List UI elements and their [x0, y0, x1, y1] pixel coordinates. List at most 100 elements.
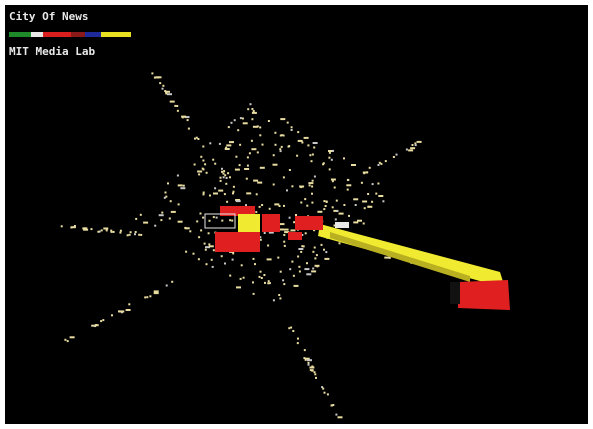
- dot: [220, 255, 223, 258]
- dot: [126, 234, 129, 237]
- dot: [279, 223, 285, 226]
- dot: [303, 136, 309, 139]
- key-swatch: [71, 32, 85, 37]
- dot: [291, 185, 294, 188]
- dot: [321, 386, 324, 389]
- dot: [252, 257, 255, 260]
- dot: [267, 282, 270, 285]
- dot: [309, 369, 312, 372]
- dot: [221, 219, 224, 222]
- dot: [259, 134, 262, 137]
- dot: [224, 148, 230, 150]
- dot: [288, 169, 291, 171]
- dot: [286, 121, 289, 124]
- buildings: [204, 206, 510, 310]
- dot: [229, 219, 232, 222]
- dot: [326, 393, 329, 396]
- dot: [267, 244, 270, 247]
- dot: [255, 193, 258, 196]
- dot: [184, 116, 190, 119]
- dot: [214, 162, 217, 165]
- dot: [226, 144, 232, 147]
- dot: [144, 296, 147, 299]
- dot: [161, 87, 164, 90]
- dot: [278, 294, 281, 296]
- dot: [277, 256, 280, 259]
- dot: [272, 163, 278, 166]
- dot: [255, 211, 258, 214]
- dot: [288, 145, 291, 148]
- dot: [205, 246, 210, 249]
- dot: [283, 234, 286, 236]
- white-block: [335, 222, 349, 228]
- dot: [348, 214, 350, 217]
- dot: [325, 200, 328, 203]
- dot: [295, 214, 297, 216]
- dot: [251, 148, 257, 151]
- color-key: [9, 32, 131, 37]
- dot: [208, 243, 211, 246]
- dot: [282, 134, 285, 137]
- dot: [236, 286, 241, 289]
- dot: [128, 233, 131, 236]
- dot: [298, 265, 301, 268]
- dot: [96, 324, 99, 327]
- dot: [291, 260, 294, 263]
- block-side: [450, 282, 460, 304]
- dot: [304, 357, 310, 360]
- dot: [251, 111, 257, 114]
- dot: [314, 257, 317, 260]
- dot: [199, 212, 202, 215]
- dot: [333, 186, 336, 189]
- red-block: [220, 206, 255, 216]
- dot: [311, 201, 314, 204]
- dot: [280, 134, 283, 137]
- dot: [307, 359, 312, 362]
- dot: [129, 231, 132, 234]
- dot: [328, 168, 331, 171]
- beam-shade: [330, 232, 470, 282]
- dot: [224, 262, 226, 265]
- dot: [322, 387, 325, 390]
- dot: [100, 320, 103, 323]
- dot: [323, 248, 325, 251]
- dot: [153, 292, 159, 295]
- dot: [256, 151, 259, 154]
- dot: [197, 138, 200, 140]
- dot: [304, 358, 307, 361]
- dot: [384, 160, 387, 163]
- dot: [297, 131, 300, 134]
- dot: [202, 145, 205, 148]
- dot: [208, 219, 211, 222]
- dot: [301, 245, 304, 248]
- dot: [211, 265, 214, 268]
- dot: [333, 224, 336, 227]
- dot: [377, 164, 380, 166]
- dot: [290, 129, 293, 131]
- dot: [331, 404, 334, 407]
- dot: [185, 250, 188, 253]
- dot: [91, 324, 97, 327]
- dot: [149, 295, 152, 298]
- dot: [162, 84, 165, 87]
- dot: [197, 170, 203, 173]
- dot: [322, 162, 325, 165]
- dot: [309, 366, 315, 369]
- key-swatch: [43, 32, 71, 37]
- dot: [411, 144, 414, 146]
- dot: [174, 104, 177, 107]
- key-swatch: [101, 32, 131, 37]
- dot: [416, 140, 422, 143]
- dot: [245, 204, 247, 207]
- dot: [253, 179, 259, 182]
- dot: [274, 203, 280, 206]
- dot: [235, 200, 241, 203]
- dot: [314, 264, 320, 267]
- dot: [293, 221, 296, 224]
- dot: [177, 220, 183, 223]
- dot: [229, 274, 232, 277]
- dot: [259, 270, 262, 273]
- red-block: [262, 214, 280, 232]
- dot: [382, 200, 385, 203]
- dot: [315, 376, 317, 379]
